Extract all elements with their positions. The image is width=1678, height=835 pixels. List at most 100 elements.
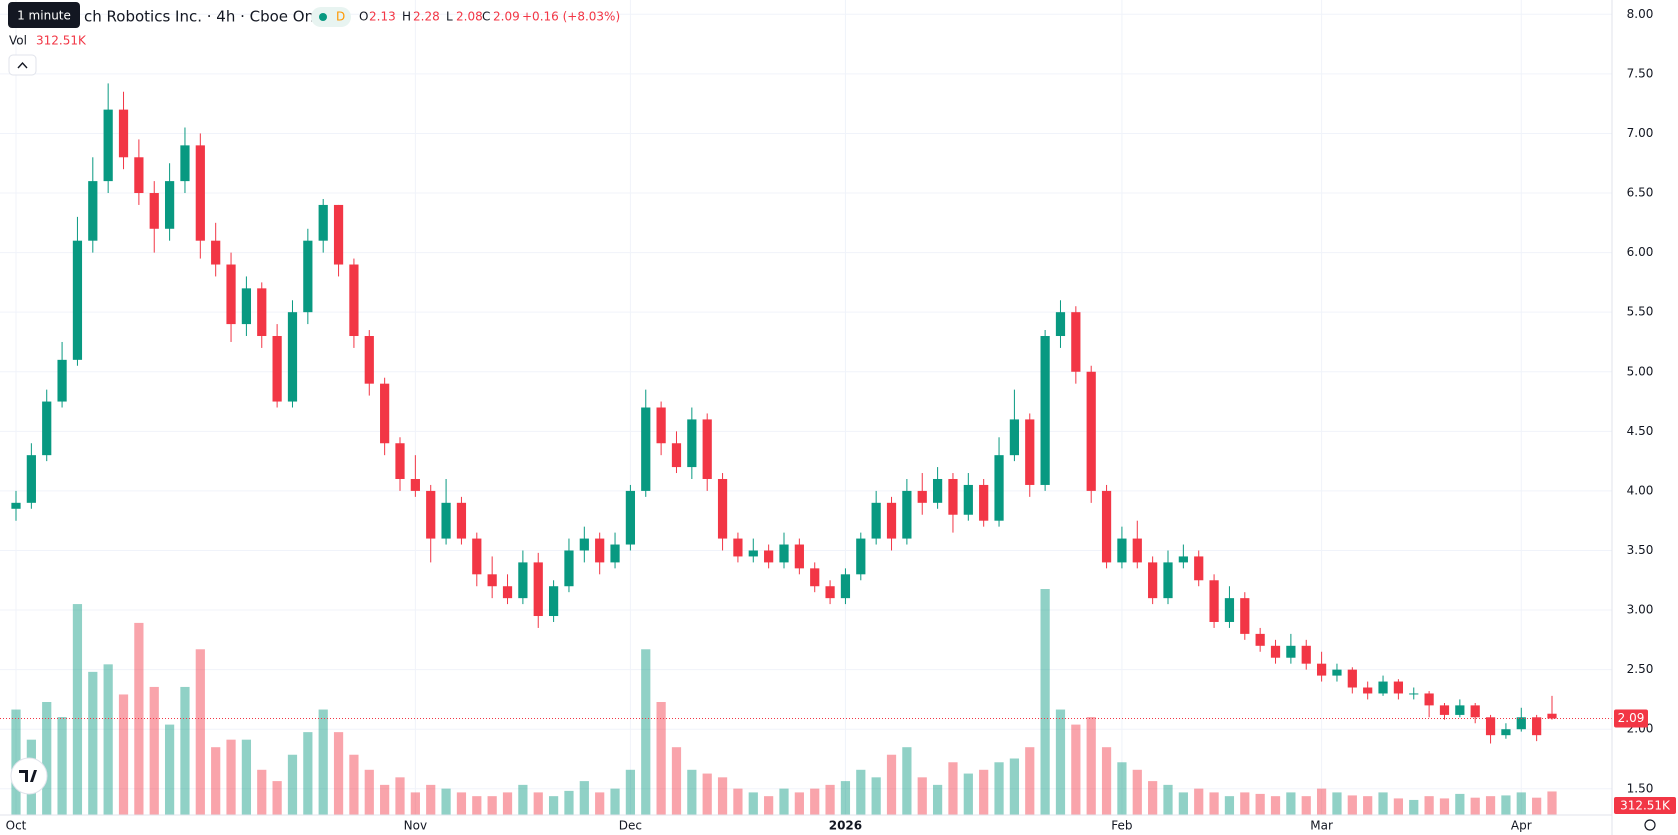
- candle-body: [1363, 687, 1373, 694]
- volume-bar: [1132, 769, 1142, 815]
- candle-body: [1086, 371, 1096, 491]
- volume-bar: [917, 777, 927, 815]
- volume-bar: [1455, 793, 1465, 815]
- volume-bar: [1301, 796, 1311, 815]
- candle-body: [656, 407, 666, 444]
- candle-body: [1316, 663, 1327, 676]
- candle-body: [1470, 705, 1480, 718]
- volume-bar: [456, 792, 467, 815]
- candle-body: [1347, 669, 1357, 688]
- y-tick-label: 6.00: [1627, 245, 1654, 259]
- volume-bar: [72, 604, 83, 815]
- candle-body: [871, 502, 881, 539]
- candle-body: [886, 502, 897, 539]
- o-label: O: [359, 10, 368, 24]
- candle-body: [748, 550, 758, 557]
- y-tick-label: 5.50: [1627, 305, 1654, 319]
- volume-bar: [1117, 762, 1127, 815]
- volume-bar: [533, 792, 543, 815]
- l-value: 2.08: [456, 10, 483, 24]
- volume-bar: [1485, 796, 1496, 815]
- collapse-button[interactable]: [8, 54, 37, 76]
- candle-body: [395, 443, 405, 479]
- volume-bar: [994, 762, 1004, 815]
- volume-bar: [902, 747, 912, 815]
- candle-body: [380, 383, 390, 444]
- volume-bar: [211, 747, 221, 815]
- volume-bar: [564, 790, 574, 815]
- candle-body: [1301, 645, 1311, 664]
- volume-bar: [1409, 799, 1419, 815]
- x-tick-label: Nov: [404, 819, 427, 833]
- candle-body: [579, 538, 589, 551]
- volume-bar: [1501, 795, 1511, 815]
- tooltip-box: [8, 2, 80, 28]
- candle-body: [825, 586, 835, 599]
- volume-bar: [410, 792, 420, 815]
- logo-mark: [19, 770, 37, 782]
- candle-body: [11, 502, 21, 509]
- vol-label: Vol: [9, 34, 27, 48]
- volume-bar: [441, 788, 451, 815]
- candle-body: [1101, 490, 1112, 563]
- volume-bar: [886, 754, 897, 815]
- volume-bar: [272, 781, 282, 815]
- candle-body: [1424, 693, 1434, 706]
- candle-body: [641, 407, 651, 491]
- volume-bar: [1055, 709, 1066, 815]
- last-price-box: [1614, 709, 1648, 728]
- candle-body: [303, 240, 313, 313]
- volume-bar: [303, 732, 313, 815]
- candle-body: [26, 455, 36, 503]
- candle-body: [595, 538, 605, 563]
- candle-body: [410, 478, 420, 491]
- change: +0.16 (+8.03%): [522, 10, 620, 24]
- volume-bar: [318, 709, 328, 815]
- volume-bar: [1332, 792, 1342, 815]
- status-dot: [319, 13, 327, 21]
- volume-bar: [11, 709, 21, 815]
- c-label: C: [482, 10, 490, 24]
- volume-bar: [180, 686, 190, 815]
- volume-bar: [1516, 792, 1526, 815]
- volume-bar: [1378, 792, 1388, 815]
- volume-bar: [380, 784, 390, 815]
- volume-bar: [426, 784, 436, 815]
- logo[interactable]: [10, 757, 48, 795]
- volume-bar: [287, 754, 298, 815]
- volume-bar: [1255, 793, 1265, 815]
- x-tick-label: Oct: [6, 819, 27, 833]
- settings-icon[interactable]: [1644, 819, 1656, 831]
- volume-bar: [118, 694, 129, 815]
- volume-bar: [764, 796, 774, 815]
- volume-bar: [810, 788, 820, 815]
- candle-body: [1040, 336, 1050, 485]
- candle-body: [472, 538, 482, 575]
- volume-bar: [733, 788, 743, 815]
- candle-body: [287, 312, 298, 402]
- y-tick-label: 4.00: [1627, 483, 1654, 497]
- volume-bar: [88, 671, 98, 815]
- candle-body: [42, 401, 52, 456]
- candle-body: [349, 264, 359, 337]
- h-label: H: [402, 10, 411, 24]
- candle-body: [164, 181, 175, 229]
- tooltip: 1 minute: [17, 9, 71, 23]
- volume-bar: [1178, 792, 1188, 815]
- volume-bar: [487, 796, 497, 815]
- y-tick-label: 2.50: [1627, 662, 1654, 676]
- candle-body: [1409, 693, 1419, 695]
- candle-body: [671, 443, 682, 468]
- y-tick-label: 6.50: [1627, 186, 1654, 200]
- candle-body: [441, 502, 451, 539]
- volume-bar: [548, 796, 559, 815]
- candle-body: [1332, 669, 1342, 676]
- volume-bar: [1148, 781, 1158, 815]
- candle-body: [72, 240, 83, 360]
- candle-body: [994, 455, 1004, 521]
- symbol-title[interactable]: ch Robotics Inc. · 4h · Cboe One: [84, 8, 323, 26]
- volume-bar: [595, 792, 605, 815]
- candle-body: [211, 240, 221, 265]
